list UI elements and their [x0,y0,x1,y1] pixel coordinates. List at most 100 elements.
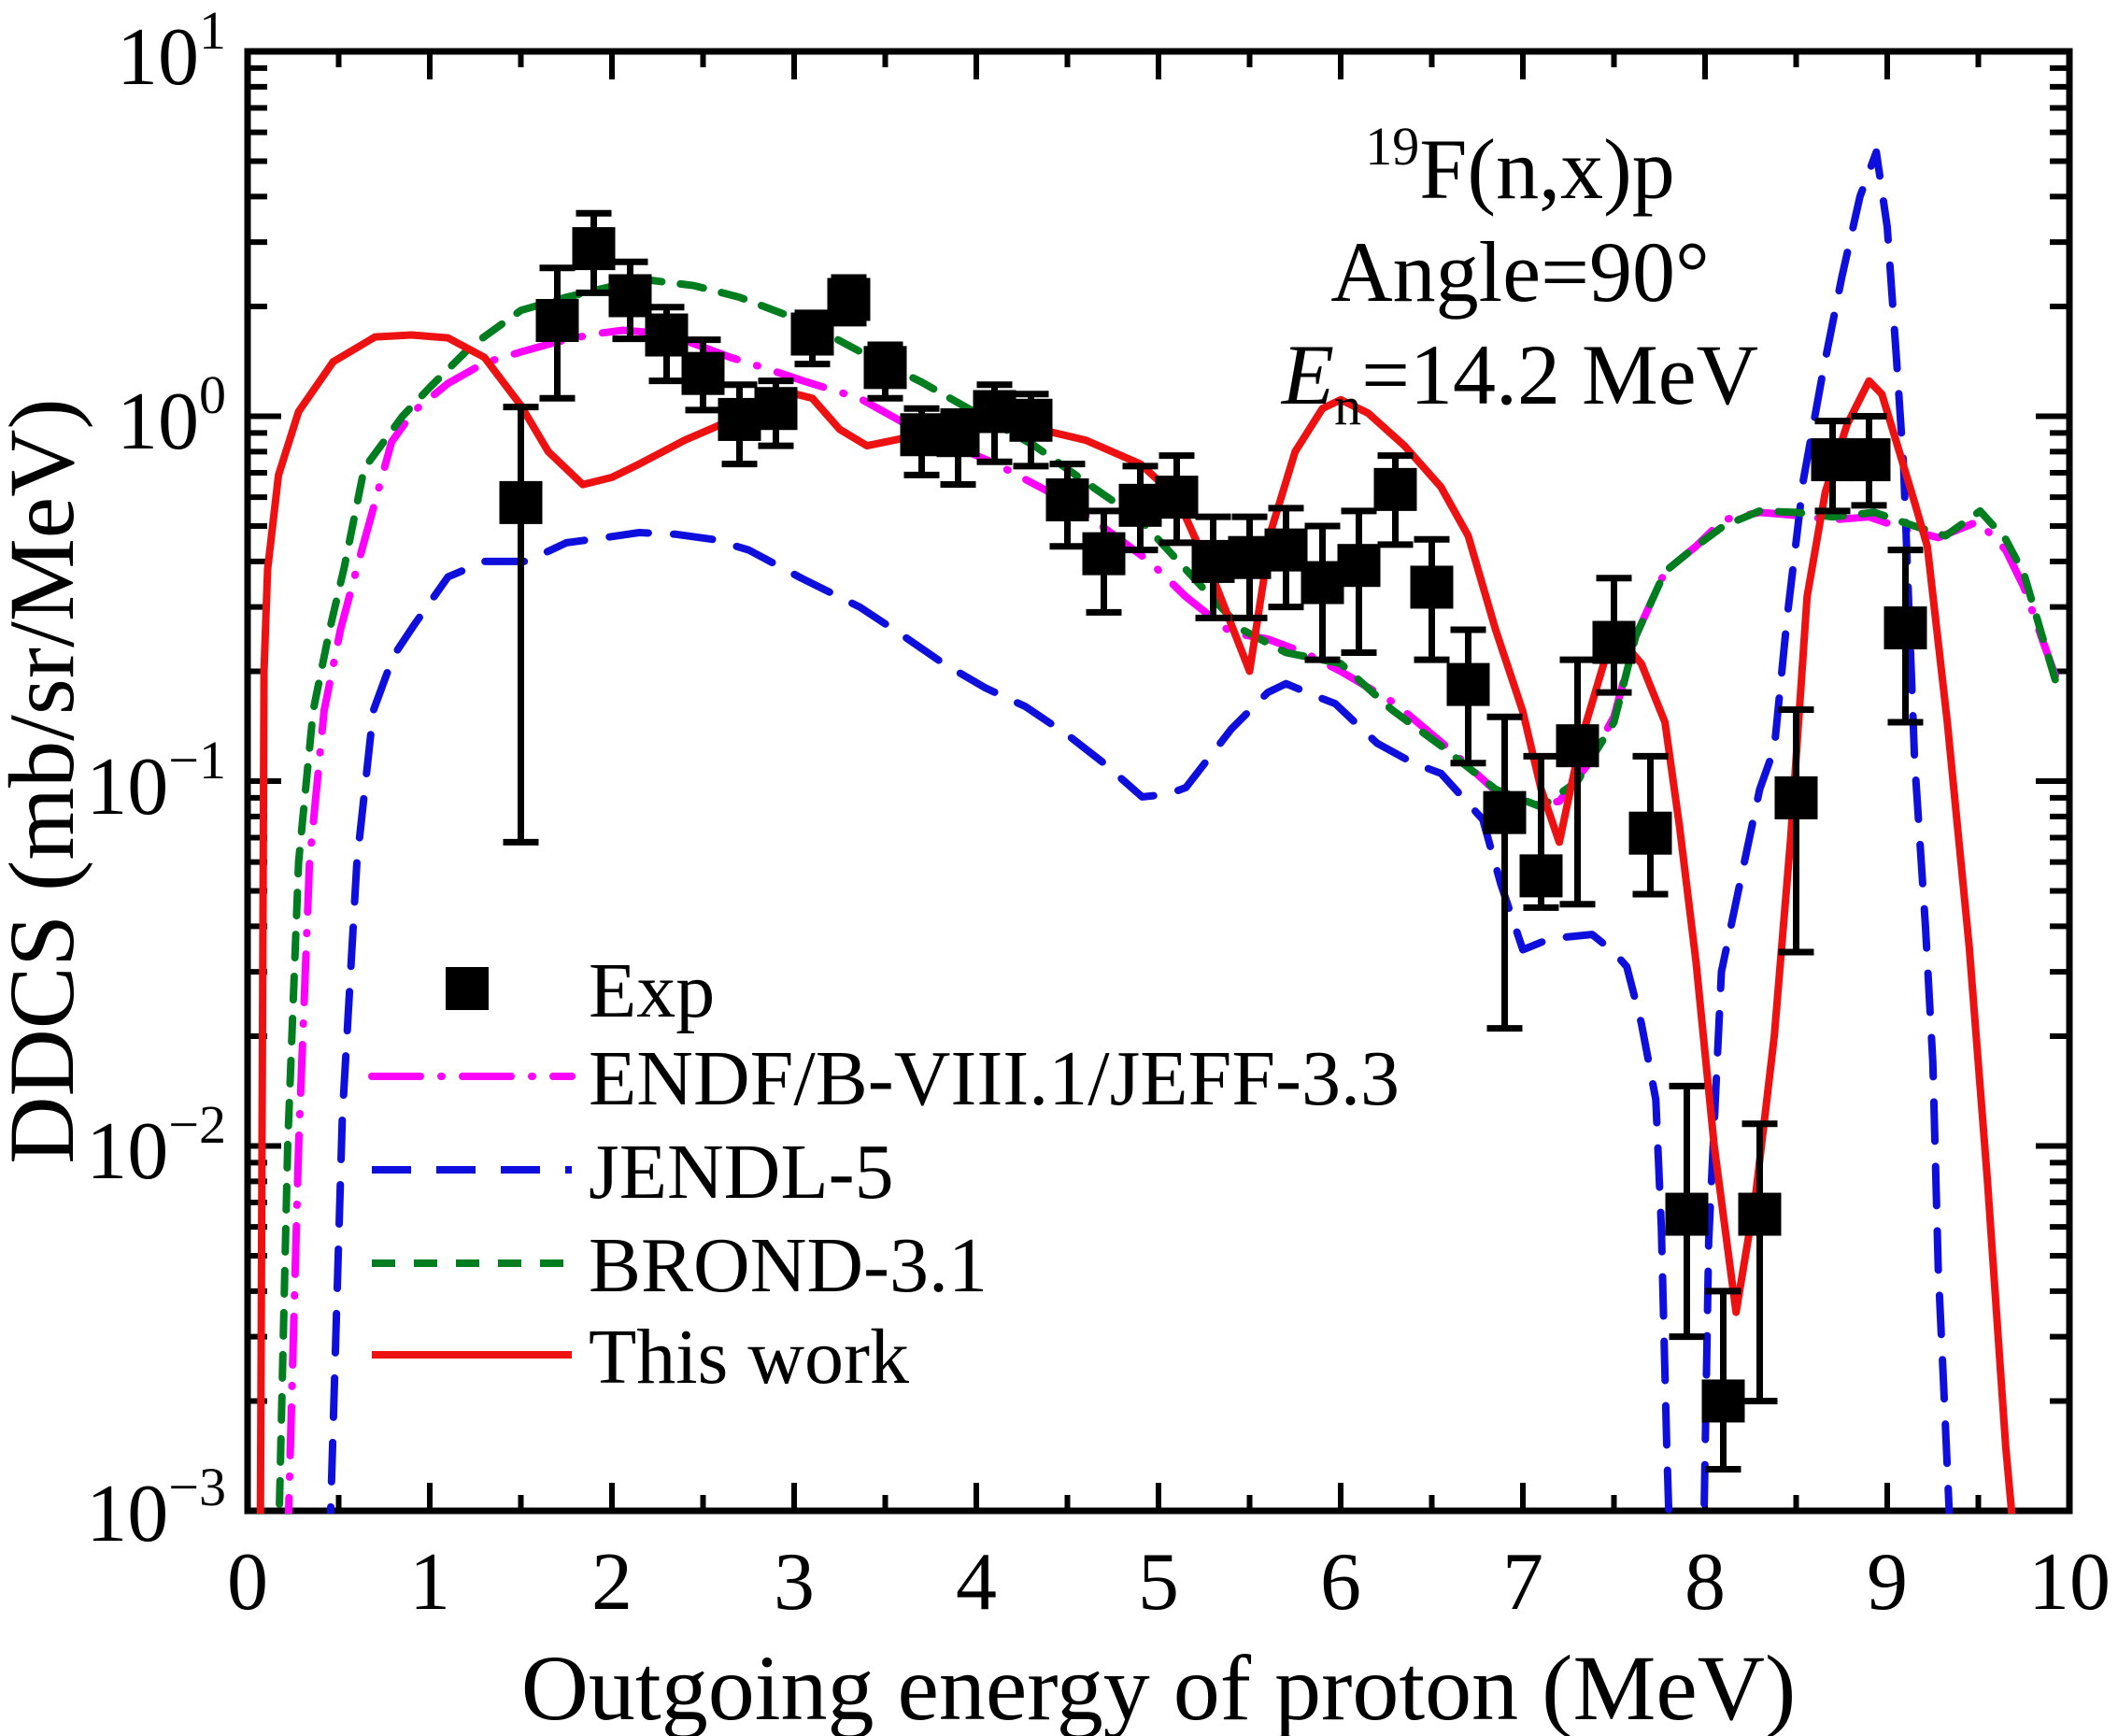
exp-point [790,309,834,368]
exp-point [754,377,798,449]
exp-data-points [499,209,1927,1473]
exp-point [1701,1288,1745,1473]
exp-point [936,407,980,489]
x-tick-label-3: 3 [774,1537,815,1628]
exp-point [1264,505,1308,611]
x-tick-labels: 0 1 2 3 4 5 6 7 8 9 10 [227,1537,2111,1628]
exp-square-marker [1264,528,1308,572]
exp-point [1045,461,1089,550]
exp-point [499,404,543,846]
y-tick-label-1e1: 101 [117,0,226,103]
exp-point [1410,535,1454,663]
x-tick-label-2: 2 [591,1537,633,1628]
legend: Exp ENDF/B-VIII.1/JEFF-3.3 JENDL-5 BROND… [368,947,1400,1401]
exp-square-marker [1701,1379,1745,1423]
legend-label-exp: Exp [589,947,715,1034]
exp-point [1373,452,1417,548]
legend-label-endf: ENDF/B-VIII.1/JEFF-3.3 [589,1035,1400,1122]
y-tick-labels: 101 100 10−1 10−2 10−3 [86,0,226,1559]
exp-point [900,405,944,478]
exp-point [718,381,761,468]
y-tick-label-1e-2: 10−2 [86,1094,226,1197]
exp-square-marker [1446,662,1490,706]
exp-point [1556,656,1599,908]
exp-square-marker [645,313,689,357]
exp-point [1628,752,1672,898]
exp-square-marker [499,480,543,524]
x-tick-label-6: 6 [1320,1537,1361,1628]
exp-square-marker [1556,724,1599,768]
exp-point [1519,752,1563,911]
exp-square-marker [1519,854,1563,898]
exp-point [863,341,907,402]
exp-square-marker [1082,532,1126,576]
exp-square-marker [681,351,725,395]
exp-point [1082,507,1126,616]
exp-square-marker [900,413,944,457]
x-tick-label-0: 0 [227,1537,268,1628]
exp-square-marker [1337,544,1381,588]
x-tick-label-1: 1 [409,1537,450,1628]
exp-point [645,304,689,385]
exp-square-marker [1410,565,1454,609]
exp-square-marker [1009,398,1053,442]
exp-square-marker [1774,776,1818,819]
curve-jendl-5 [326,148,1954,1514]
exp-square-marker [572,227,616,271]
exp-point [1738,1120,1782,1404]
curve-endf-b-viii-1-jeff-3-3 [284,326,2061,1514]
exp-point [1301,522,1344,663]
y-axis-title: DDCS (mb/sr/MeV) [0,398,93,1163]
exp-square-marker [535,299,579,343]
exp-square-marker [1847,438,1891,482]
exp-point [1883,547,1927,726]
x-tick-label-4: 4 [956,1537,997,1628]
exp-point [535,264,579,402]
exp-square-marker [718,397,761,441]
exp-square-marker [1191,539,1235,583]
exp-point [1446,626,1490,767]
exp-square-marker [1483,790,1527,834]
legend-item-jendl: JENDL-5 [372,1129,894,1216]
exp-square-marker [973,390,1016,434]
exp-square-marker [1738,1192,1782,1236]
exp-square-marker [1301,561,1344,605]
legend-sample-exp-square [446,967,489,1010]
exp-point [572,209,616,296]
exp-square-marker [1665,1192,1709,1236]
exp-point [827,274,871,327]
legend-label-jendl: JENDL-5 [589,1129,894,1216]
exp-square-marker [863,346,907,390]
y-tick-label-1e-1: 10−1 [86,730,226,832]
exp-square-marker [1811,438,1855,482]
exp-point [1592,575,1636,696]
y-tick-label-1e0: 100 [117,364,226,467]
exp-square-marker [1118,483,1162,527]
exp-square-marker [1883,606,1927,650]
exp-square-marker [1045,477,1089,521]
legend-item-this-work: This work [372,1314,909,1401]
exp-point [1483,713,1527,1032]
exp-square-marker [1155,476,1199,519]
annotation-reaction: 19F(n,x)p [1365,116,1674,217]
exp-point [1155,452,1199,547]
x-tick-label-10: 10 [2028,1537,2111,1628]
curve-brond-3-1 [275,276,2065,1514]
legend-label-this-work: This work [589,1314,909,1401]
legend-item-exp: Exp [446,947,715,1034]
legend-item-brond: BROND-3.1 [372,1222,988,1309]
exp-square-marker [790,312,834,356]
model-curves [256,148,2065,1514]
exp-square-marker [1373,467,1417,511]
x-tick-label-5: 5 [1138,1537,1179,1628]
exp-point [1009,391,1053,470]
exp-point [681,336,725,414]
exp-square-marker [827,277,871,321]
annotation-angle: Angle=90° [1330,224,1710,320]
legend-label-brond: BROND-3.1 [589,1222,988,1309]
exp-square-marker [1228,535,1272,579]
exp-square-marker [1592,620,1636,664]
x-tick-label-8: 8 [1684,1537,1726,1628]
